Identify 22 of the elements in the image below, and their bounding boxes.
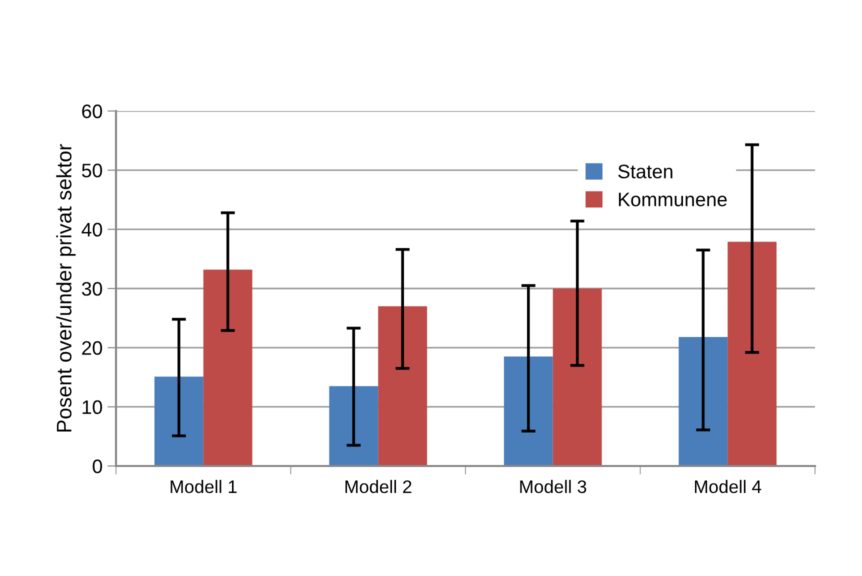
bar <box>154 376 204 466</box>
bar <box>678 337 728 466</box>
bar <box>203 270 252 466</box>
x-tick-label: Modell 4 <box>694 480 762 494</box>
x-tick-label: Modell 1 <box>170 480 237 494</box>
y-tick-label: 30 <box>82 282 102 296</box>
bar <box>552 288 602 466</box>
bar <box>378 306 428 466</box>
y-tick-label: 40 <box>82 222 102 237</box>
legend-label: Kommunene <box>618 192 727 206</box>
y-tick-label: 20 <box>82 341 102 355</box>
y-tick-label: 0 <box>92 459 102 474</box>
legend-label: Staten <box>618 164 672 178</box>
bar <box>504 356 553 466</box>
y-tick-label: 60 <box>82 104 102 118</box>
x-tick-label: Modell 3 <box>520 480 586 494</box>
y-tick-label: 50 <box>82 164 102 178</box>
y-tick-label: 10 <box>82 400 102 414</box>
y-axis-title: Posent over/under privat sektor <box>56 144 76 432</box>
x-tick-label: Modell 2 <box>345 480 412 494</box>
bar <box>728 242 777 466</box>
bar <box>329 386 378 466</box>
